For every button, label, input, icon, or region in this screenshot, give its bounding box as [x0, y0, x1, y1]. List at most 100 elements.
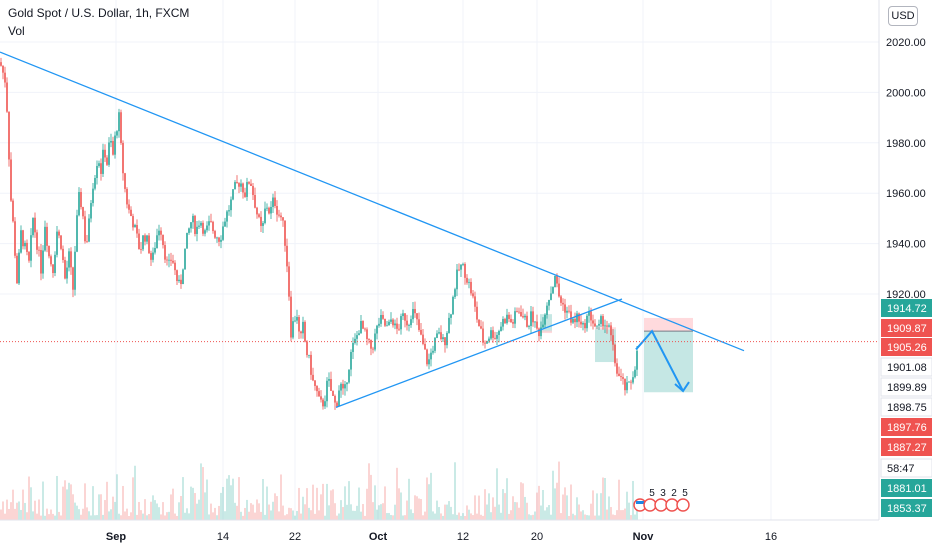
- volume-bar: [484, 489, 486, 520]
- candle-body: [262, 223, 264, 226]
- candle-body: [284, 220, 286, 246]
- candle-body: [448, 317, 450, 333]
- volume-bar: [160, 514, 162, 520]
- candle-body: [18, 252, 20, 284]
- candle-body: [322, 399, 324, 407]
- event-count: 3: [660, 488, 666, 499]
- volume-bar: [256, 499, 258, 520]
- volume-bar: [522, 483, 524, 520]
- price-tag: 1901.08: [880, 357, 932, 377]
- candle-body: [518, 311, 520, 313]
- candle-body: [356, 335, 358, 339]
- candle-body: [464, 263, 466, 278]
- candle-body: [560, 296, 562, 303]
- volume-bar: [6, 499, 8, 520]
- volume-bar: [206, 479, 208, 520]
- candle-body: [436, 333, 438, 338]
- candle-body: [480, 326, 482, 329]
- candle-body: [582, 323, 584, 325]
- candle-body: [302, 321, 304, 334]
- candle-body: [564, 304, 566, 313]
- candle-body: [108, 142, 110, 165]
- candle-body: [530, 311, 532, 327]
- volume-bar: [168, 511, 170, 520]
- candle-body: [106, 157, 108, 165]
- candle-body: [232, 189, 234, 200]
- volume-bar: [614, 515, 616, 520]
- candle-body: [414, 308, 416, 314]
- volume-bar: [426, 477, 428, 520]
- candle-body: [550, 293, 552, 300]
- candle-body: [330, 379, 332, 391]
- currency-button[interactable]: USD: [888, 6, 918, 26]
- volume-bar: [110, 509, 112, 520]
- candle-body: [614, 344, 616, 364]
- candle-body: [608, 325, 610, 327]
- candle-body: [112, 141, 114, 155]
- time-tick-label: 20: [531, 531, 543, 543]
- volume-bar: [348, 481, 350, 520]
- volume-bar: [148, 513, 150, 520]
- candle-body: [170, 259, 172, 261]
- volume-bar: [524, 496, 526, 520]
- candle-body: [280, 215, 282, 218]
- candle-body: [488, 338, 490, 342]
- volume-bar: [284, 515, 286, 520]
- candle-body: [546, 305, 548, 315]
- volume-bar: [402, 515, 404, 520]
- volume-bar: [542, 489, 544, 520]
- volume-bar: [216, 515, 218, 520]
- volume-bar: [550, 514, 552, 520]
- candle-body: [326, 380, 328, 402]
- volume-bar: [108, 511, 110, 520]
- candle-body: [636, 350, 638, 370]
- candle-body: [156, 235, 158, 248]
- candle-body: [388, 321, 390, 326]
- volume-bar: [582, 510, 584, 520]
- candle-body: [630, 381, 632, 383]
- volume-bar: [430, 472, 432, 520]
- price-tick-label: 2000.00: [886, 87, 926, 99]
- volume-bar: [366, 488, 368, 520]
- volume-bar: [92, 486, 94, 520]
- candle-body: [442, 337, 444, 340]
- volume-bar: [298, 487, 300, 520]
- price-tag-bg: [880, 458, 932, 478]
- volume-bar: [70, 484, 72, 520]
- candle-body: [486, 341, 488, 344]
- volume-bar: [224, 511, 226, 520]
- candle-body: [494, 337, 496, 339]
- candle-body: [2, 65, 4, 73]
- volume-bar: [140, 510, 142, 520]
- volume-bar: [24, 502, 26, 520]
- volume-bar: [364, 515, 366, 520]
- candle-body: [604, 325, 606, 327]
- volume-bar: [50, 509, 52, 520]
- volume-bar: [294, 515, 296, 520]
- volume-bar: [350, 504, 352, 520]
- volume-bar: [264, 514, 266, 520]
- volume-bar: [370, 474, 372, 520]
- price-tag-label: 1901.08: [887, 362, 927, 374]
- volume-bar: [316, 487, 318, 520]
- price-tick-label: 1980.00: [886, 138, 926, 150]
- candle-body: [430, 352, 432, 360]
- candle-body: [158, 230, 160, 236]
- candle-body: [154, 247, 156, 253]
- candle-body: [398, 328, 400, 330]
- volume-bar: [632, 480, 634, 520]
- volume-bar: [218, 505, 220, 520]
- volume-bar: [462, 513, 464, 520]
- volume-bar: [612, 514, 614, 520]
- event-count: 2: [671, 488, 677, 499]
- time-tick-label: 14: [217, 531, 229, 543]
- candle-body: [242, 183, 244, 193]
- volume-bar: [528, 514, 530, 520]
- volume-bar: [194, 493, 196, 520]
- volume-bar: [534, 511, 536, 520]
- price-tag: 1909.87: [881, 319, 932, 337]
- price-tag-bg: [881, 479, 932, 497]
- candle-body: [490, 330, 492, 339]
